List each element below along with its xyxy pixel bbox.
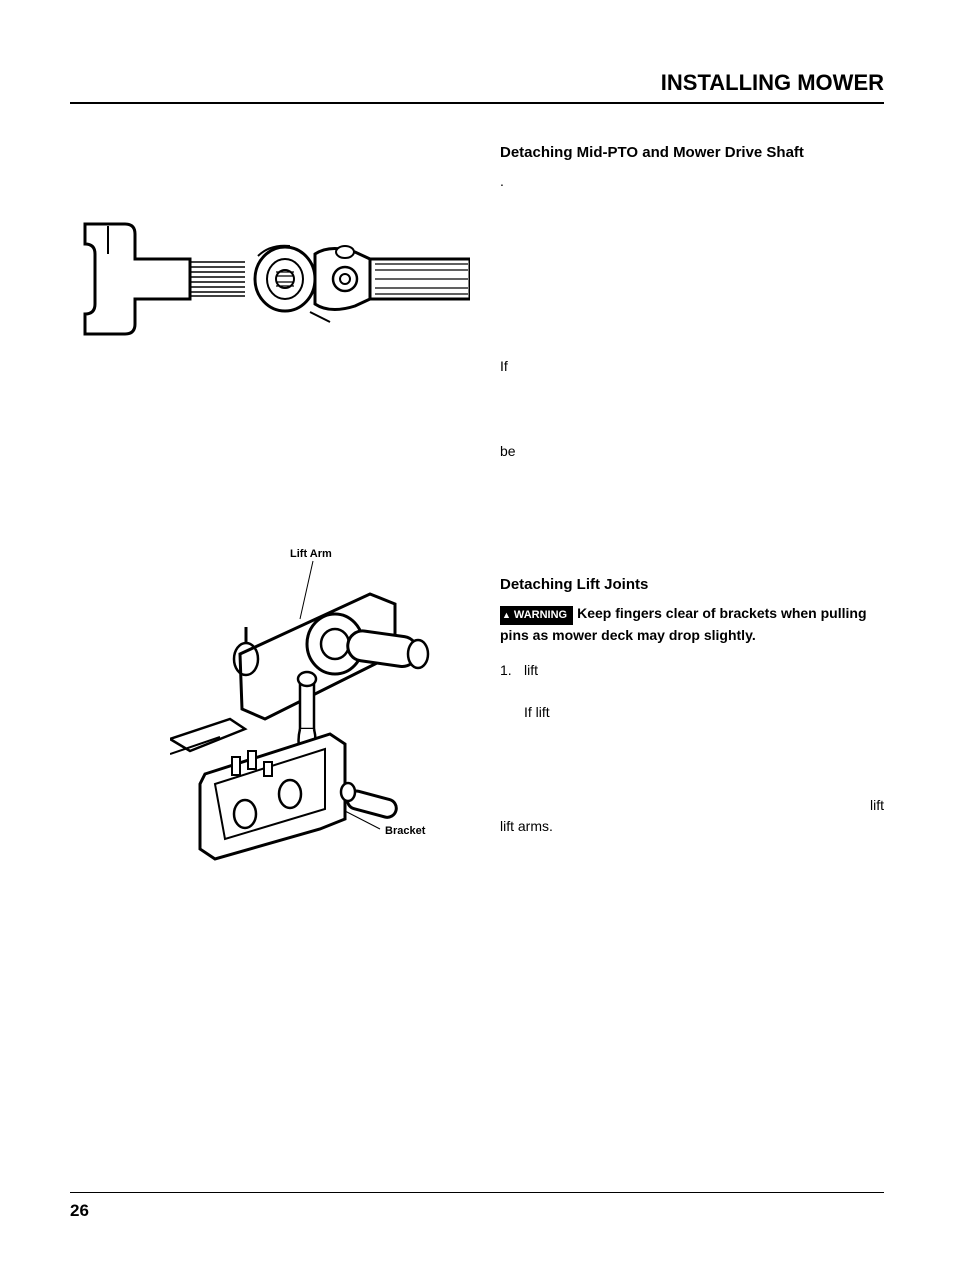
warning-icon-label: WARNING — [500, 606, 573, 625]
pto-para-2: If — [500, 356, 884, 377]
header-rule: INSTALLING MOWER — [70, 70, 884, 104]
left-column: Lift Arm — [70, 144, 470, 884]
warning-block: WARNINGKeep fingers clear of brackets wh… — [500, 603, 884, 646]
page-number: 26 — [70, 1201, 884, 1221]
step-2-body: lift lift arms. — [500, 795, 884, 837]
step-1-body: lift If lift — [524, 660, 884, 723]
figure-pto-shaft — [70, 204, 470, 354]
heading-detach-lift: Detaching Lift Joints — [500, 576, 884, 593]
pto-para-3: be — [500, 441, 884, 462]
figure-lift-joint: Lift Arm — [170, 539, 470, 879]
two-column-layout: Lift Arm — [70, 144, 884, 884]
label-lift-arm: Lift Arm — [290, 548, 332, 560]
step-1: 1. lift If lift — [500, 660, 884, 723]
footer-rule: 26 — [70, 1192, 884, 1221]
heading-detach-pto: Detaching Mid-PTO and Mower Drive Shaft — [500, 144, 884, 161]
pto-para-1: . — [500, 171, 884, 192]
page: INSTALLING MOWER — [0, 0, 954, 1261]
label-bracket: Bracket — [385, 825, 426, 837]
right-column: Detaching Mid-PTO and Mower Drive Shaft … — [500, 144, 884, 884]
step-1-number: 1. — [500, 660, 524, 723]
page-title: INSTALLING MOWER — [70, 70, 884, 96]
